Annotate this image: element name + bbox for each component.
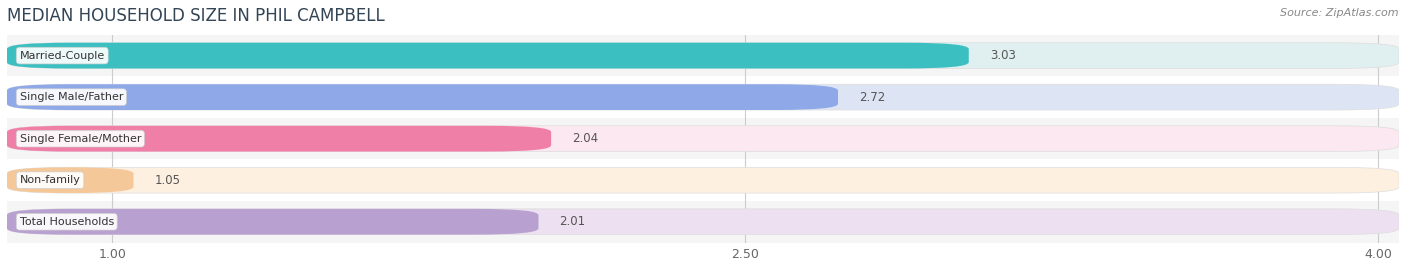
FancyBboxPatch shape (7, 209, 1399, 234)
Bar (7, 201, 1399, 243)
FancyBboxPatch shape (7, 43, 969, 69)
FancyBboxPatch shape (7, 167, 134, 193)
FancyBboxPatch shape (7, 167, 1399, 193)
FancyBboxPatch shape (7, 126, 1399, 151)
FancyBboxPatch shape (7, 43, 1399, 69)
Text: Total Households: Total Households (20, 217, 114, 227)
Text: MEDIAN HOUSEHOLD SIZE IN PHIL CAMPBELL: MEDIAN HOUSEHOLD SIZE IN PHIL CAMPBELL (7, 7, 385, 25)
FancyBboxPatch shape (7, 84, 1399, 110)
Text: Non-family: Non-family (20, 175, 80, 185)
Text: 2.04: 2.04 (572, 132, 599, 145)
Text: Single Female/Mother: Single Female/Mother (20, 134, 141, 144)
Text: 2.01: 2.01 (560, 215, 586, 228)
Bar (7, 118, 1399, 159)
FancyBboxPatch shape (7, 209, 538, 234)
Text: Source: ZipAtlas.com: Source: ZipAtlas.com (1281, 8, 1399, 18)
FancyBboxPatch shape (7, 84, 838, 110)
Bar (7, 159, 1399, 201)
Text: 1.05: 1.05 (155, 174, 180, 187)
Text: Married-Couple: Married-Couple (20, 51, 105, 61)
Text: Single Male/Father: Single Male/Father (20, 92, 124, 102)
Bar (7, 35, 1399, 76)
Text: 2.72: 2.72 (859, 91, 886, 104)
Text: 3.03: 3.03 (990, 49, 1015, 62)
FancyBboxPatch shape (7, 126, 551, 151)
Bar (7, 76, 1399, 118)
